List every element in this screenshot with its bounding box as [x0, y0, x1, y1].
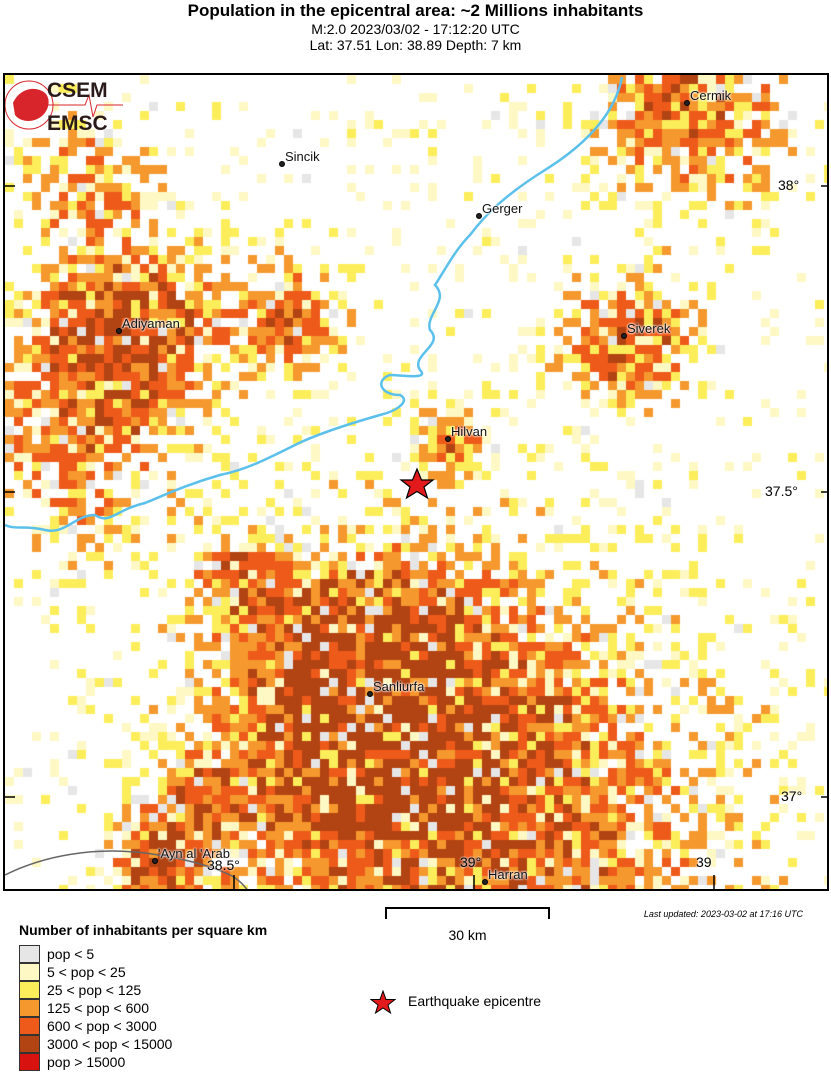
- city-label: Sanliurfa: [373, 679, 425, 694]
- lat-label-38: 38°: [778, 177, 800, 193]
- legend-item: 25 < pop < 125: [19, 981, 239, 999]
- city-label: Siverek: [627, 321, 671, 336]
- city-label: Harran: [488, 867, 528, 882]
- legend-swatch: [19, 1035, 40, 1053]
- city-marker: [279, 161, 285, 167]
- lat-label-37-5: 37.5°: [765, 483, 798, 499]
- legend-swatch: [19, 963, 40, 981]
- legend-swatch: [19, 945, 40, 963]
- population-map[interactable]: 38° 37.5° 37° 38.5° 39° 39 Cermik Sincik G…: [3, 73, 829, 891]
- last-updated: Last updated: 2023-03-02 at 17:16 UTC: [643, 909, 803, 919]
- map-overlay: [5, 76, 827, 889]
- city-label: Hilvan: [451, 424, 488, 439]
- legend-label: 5 < pop < 25: [47, 964, 126, 980]
- legend-item: pop < 5: [19, 945, 239, 963]
- lon-label-39-5: 39: [696, 854, 712, 870]
- city-marker: [684, 100, 690, 106]
- legend-swatch: [19, 999, 40, 1017]
- scale-bar: [385, 907, 550, 919]
- city-marker: [152, 858, 158, 864]
- lat-tick-marks: [5, 185, 827, 889]
- city-label: Sincik: [285, 149, 320, 164]
- svg-text:CSEM: CSEM: [47, 79, 108, 102]
- map-title: Population in the epicentral area: ~2 Mi…: [187, 1, 644, 20]
- legend-label: 25 < pop < 125: [47, 982, 142, 998]
- city-marker: [476, 213, 482, 219]
- svg-text:EMSC: EMSC: [47, 112, 108, 135]
- legend-label: pop > 15000: [47, 1054, 126, 1070]
- legend-label: 125 < pop < 600: [47, 1000, 149, 1016]
- legend-item: 125 < pop < 600: [19, 999, 239, 1017]
- lat-label-37: 37°: [781, 788, 803, 804]
- legend-item: pop > 15000: [19, 1053, 239, 1071]
- city-label: Adiyaman: [122, 316, 180, 331]
- city-marker: [116, 328, 122, 334]
- legend-item: 3000 < pop < 15000: [19, 1035, 239, 1053]
- legend-swatch: [19, 1017, 40, 1035]
- star-icon: [370, 990, 396, 1014]
- city-label: 'Ayn al 'Arab: [158, 846, 230, 861]
- city-marker: [367, 691, 373, 697]
- city-label: Cermik: [690, 88, 732, 103]
- border-line: [5, 850, 248, 889]
- epicenter-star: [399, 467, 435, 500]
- city-marker: [445, 436, 451, 442]
- legend-label: pop < 5: [47, 946, 95, 962]
- legend-label: 600 < pop < 3000: [47, 1018, 157, 1034]
- legend-label: 3000 < pop < 15000: [47, 1036, 173, 1052]
- event-info: M:2.0 2023/03/02 - 17:12:20 UTC: [311, 21, 520, 37]
- river: [5, 76, 624, 533]
- legend-item: 600 < pop < 3000: [19, 1017, 239, 1035]
- legend-item: 5 < pop < 25: [19, 963, 239, 981]
- legend-title: Number of inhabitants per square km: [19, 922, 268, 938]
- legend-swatch: [19, 1053, 40, 1071]
- epicentre-label: Earthquake epicentre: [408, 993, 542, 1009]
- lon-label-38-5: 38.5°: [207, 857, 240, 873]
- scale-label: 30 km: [448, 927, 487, 943]
- legend-swatch: [19, 981, 40, 999]
- city-label: Gerger: [482, 201, 523, 216]
- event-location: Lat: 37.51 Lon: 38.89 Depth: 7 km: [309, 37, 522, 53]
- city-marker: [621, 333, 627, 339]
- city-marker: [482, 879, 488, 885]
- csem-emsc-logo: CSEM EMSC: [5, 79, 123, 135]
- lon-label-39: 39°: [460, 854, 482, 870]
